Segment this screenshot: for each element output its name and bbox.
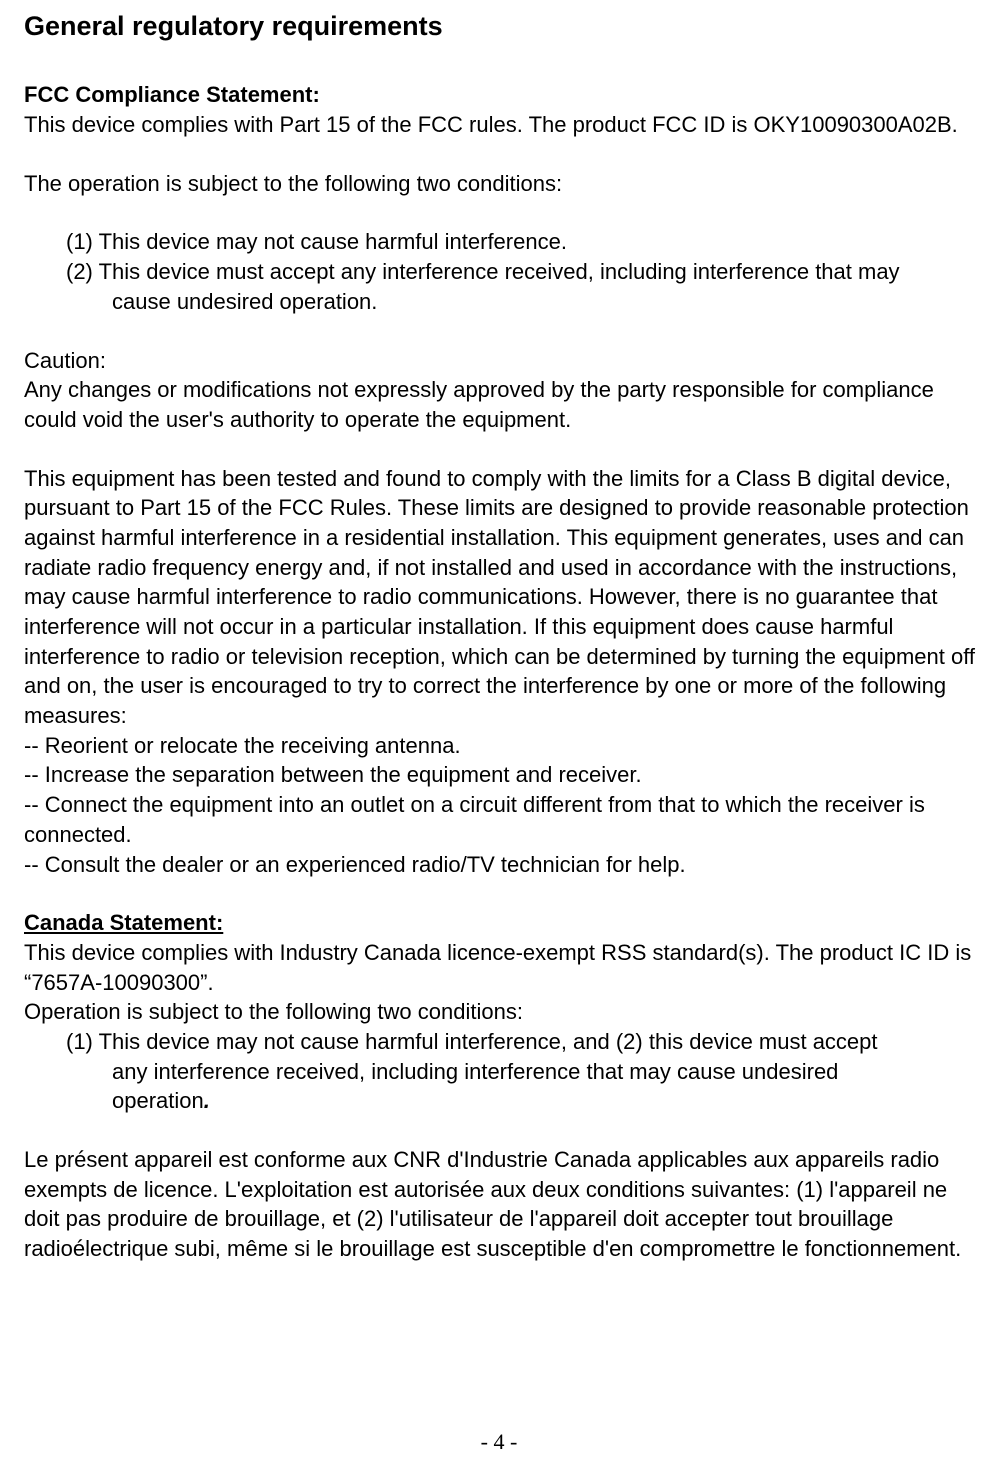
canada-condition-line3: operation. [24,1086,982,1116]
spacer [24,1116,982,1145]
spacer [24,317,982,346]
fcc-measure-4: -- Consult the dealer or an experienced … [24,850,982,880]
fcc-tested-body: This equipment has been tested and found… [24,464,982,731]
fcc-caution-body: Any changes or modifications not express… [24,375,982,434]
fcc-intro: This device complies with Part 15 of the… [24,110,982,140]
fcc-condition-2-line2: cause undesired operation. [24,287,982,317]
document-page: General regulatory requirements FCC Comp… [0,0,998,1477]
spacer [24,435,982,464]
canada-heading: Canada Statement: [24,908,982,938]
page-title: General regulatory requirements [24,10,982,42]
spacer [24,198,982,227]
fcc-measure-1: -- Reorient or relocate the receiving an… [24,731,982,761]
spacer [24,140,982,169]
fcc-measure-3: -- Connect the equipment into an outlet … [24,790,982,849]
canada-intro: This device complies with Industry Canad… [24,938,982,997]
page-number: - 4 - [0,1429,998,1455]
fcc-caution-label: Caution: [24,346,982,376]
canada-condition-line1: (1) This device may not cause harmful in… [24,1027,982,1057]
canada-french: Le présent appareil est conforme aux CNR… [24,1145,982,1264]
fcc-condition-2-line1: (2) This device must accept any interfer… [24,257,982,287]
spacer [24,879,982,908]
canada-condition-line2: any interference received, including int… [24,1057,982,1087]
fcc-heading: FCC Compliance Statement: [24,80,982,110]
fcc-measure-2: -- Increase the separation between the e… [24,760,982,790]
canada-conditions-intro: Operation is subject to the following tw… [24,997,982,1027]
fcc-condition-1: (1) This device may not cause harmful in… [24,227,982,257]
fcc-conditions-intro: The operation is subject to the followin… [24,169,982,199]
